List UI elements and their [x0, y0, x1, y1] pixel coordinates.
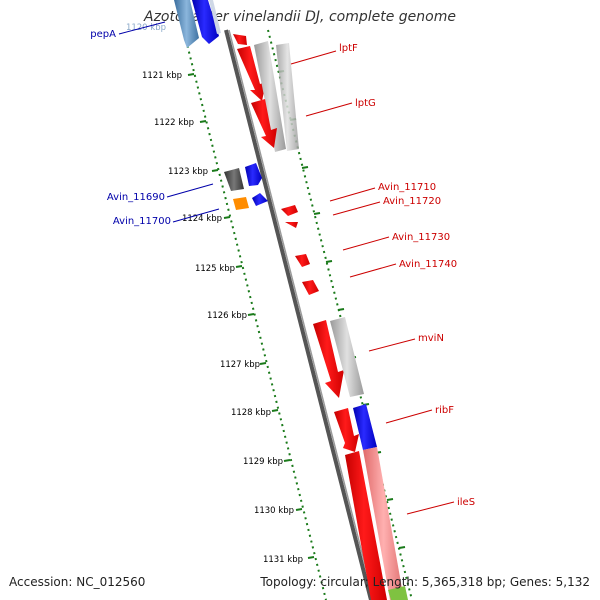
gene-avin11730-arrow[interactable]	[295, 254, 310, 267]
gene-label-avin11740: Avin_11740	[399, 259, 457, 270]
gene-ileS-next[interactable]	[388, 586, 408, 600]
gene-pepA-cds-2[interactable]	[209, 0, 221, 34]
kbp-label-1131: 1131 kbp	[263, 555, 303, 565]
gene-lptF-cds[interactable]	[254, 41, 286, 152]
accession-label: Accession: NC_012560	[9, 575, 146, 589]
gene-lptF-arrow[interactable]	[237, 46, 266, 101]
gene-labels-right: lptF lptG Avin_11710 Avin_11720 Avin_117…	[339, 43, 475, 508]
gene-pepA-cds[interactable]	[174, 0, 199, 48]
gene-avin11690-dark[interactable]	[224, 168, 244, 191]
gene-pepA-arrow[interactable]	[192, 0, 219, 44]
gene-lptG-arrow[interactable]	[251, 99, 277, 148]
gene-lptG-cds[interactable]	[276, 43, 299, 151]
kbp-tick-marks	[185, 25, 315, 559]
kbp-label-1120: 1120 kbp	[126, 23, 166, 33]
gene-avin11740-arrow[interactable]	[302, 280, 319, 295]
map-title: Azotobacter vinelandii DJ, complete geno…	[144, 9, 456, 25]
gene-mviN-arrow[interactable]	[313, 320, 344, 398]
kbp-label-1127: 1127 kbp	[220, 360, 260, 370]
gene-label-avin11720: Avin_11720	[383, 196, 441, 207]
kbp-label-1125: 1125 kbp	[195, 264, 235, 274]
gene-label-ileS: ileS	[457, 497, 475, 508]
genome-summary: Topology: circular; Length: 5,365,318 bp…	[260, 575, 590, 589]
kbp-label-1126: 1126 kbp	[207, 311, 247, 321]
kbp-label-1121: 1121 kbp	[142, 71, 182, 81]
gene-avin11700-orange[interactable]	[233, 197, 249, 210]
kbp-label-1128: 1128 kbp	[231, 408, 271, 418]
gene-label-avin11690: Avin_11690	[107, 192, 165, 203]
kbp-label-1122: 1122 kbp	[154, 118, 194, 128]
gene-label-avin11700: Avin_11700	[113, 216, 171, 227]
gene-label-mviN: mviN	[418, 333, 444, 344]
gene-label-pepA: pepA	[90, 29, 116, 40]
gene-mviN-cds[interactable]	[330, 317, 364, 397]
gene-avin11700-blue[interactable]	[252, 193, 268, 206]
gene-ribF-arrow[interactable]	[334, 408, 359, 452]
gene-ribF-cds[interactable]	[353, 404, 377, 450]
gene-label-avin11730: Avin_11730	[392, 232, 450, 243]
kbp-label-1124: 1124 kbp	[182, 214, 222, 224]
gene-feature-top-red[interactable]	[233, 34, 247, 45]
gene-label-ribF: ribF	[435, 405, 454, 416]
gene-avin11690-arrow[interactable]	[245, 163, 262, 186]
gene-ileS-cds[interactable]	[363, 447, 404, 600]
inner-dotted-guide	[185, 39, 327, 600]
gene-avin11720-arrow[interactable]	[285, 222, 298, 228]
gene-label-avin11710: Avin_11710	[378, 182, 436, 193]
genome-backbone-shadow	[228, 29, 375, 600]
kbp-label-1130: 1130 kbp	[254, 506, 294, 516]
gene-leader-lines	[118, 21, 455, 515]
gene-label-lptF: lptF	[339, 43, 358, 54]
gene-ileS-arrow[interactable]	[345, 451, 387, 600]
genome-backbone	[224, 29, 373, 600]
gene-labels-left: pepA Avin_11690 Avin_11700	[90, 29, 171, 227]
kbp-labels: 1120 kbp 1121 kbp 1122 kbp 1123 kbp 1124…	[126, 23, 303, 565]
gene-label-lptG: lptG	[355, 98, 376, 109]
kbp-label-1123: 1123 kbp	[168, 167, 208, 177]
kbp-label-1129: 1129 kbp	[243, 457, 283, 467]
gene-avin11710-arrow[interactable]	[281, 205, 298, 216]
